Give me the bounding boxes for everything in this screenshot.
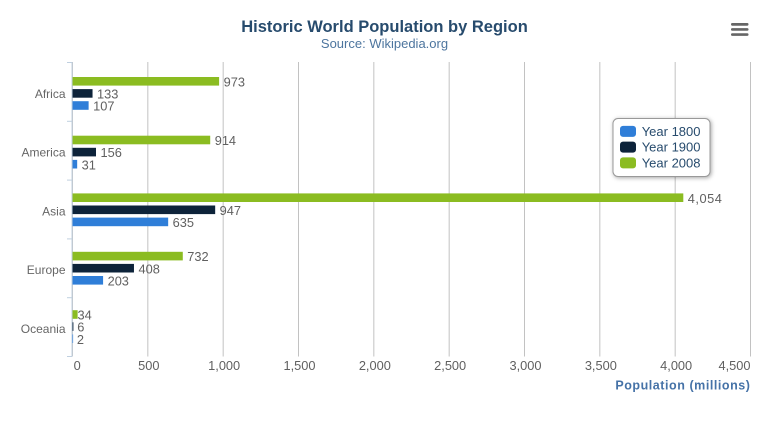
- svg-text:4,000: 4,000: [660, 358, 692, 373]
- svg-text:Year 1800: Year 1800: [642, 124, 701, 139]
- svg-text:2: 2: [77, 332, 84, 347]
- svg-text:Year 2008: Year 2008: [642, 155, 701, 170]
- svg-text:973: 973: [224, 74, 245, 89]
- svg-text:0: 0: [74, 358, 81, 373]
- svg-text:133: 133: [97, 87, 118, 102]
- svg-text:34: 34: [78, 308, 92, 323]
- svg-text:3,000: 3,000: [509, 358, 541, 373]
- svg-text:31: 31: [82, 157, 96, 172]
- svg-text:6: 6: [77, 320, 84, 335]
- svg-text:156: 156: [101, 145, 122, 160]
- svg-text:Source: Wikipedia.org: Source: Wikipedia.org: [321, 36, 448, 51]
- svg-text:3,500: 3,500: [585, 358, 617, 373]
- svg-text:Oceania: Oceania: [21, 322, 66, 336]
- svg-text:2,500: 2,500: [434, 358, 466, 373]
- svg-text:1,000: 1,000: [208, 358, 240, 373]
- svg-text:4,500: 4,500: [718, 358, 750, 373]
- svg-text:408: 408: [138, 261, 159, 276]
- svg-text:Population (millions): Population (millions): [615, 379, 750, 393]
- svg-text:1,500: 1,500: [283, 358, 315, 373]
- svg-text:Africa: Africa: [35, 87, 66, 101]
- svg-text:2,000: 2,000: [359, 358, 391, 373]
- svg-text:203: 203: [108, 273, 129, 288]
- svg-text:Historic World Population by R: Historic World Population by Region: [241, 18, 528, 36]
- svg-text:4,054: 4,054: [688, 191, 723, 206]
- svg-text:635: 635: [173, 215, 194, 230]
- svg-text:America: America: [21, 146, 65, 160]
- svg-text:500: 500: [138, 358, 159, 373]
- svg-text:947: 947: [220, 203, 241, 218]
- svg-text:Year 1900: Year 1900: [642, 140, 701, 155]
- svg-text:Asia: Asia: [42, 204, 66, 218]
- svg-text:107: 107: [93, 99, 114, 114]
- svg-text:732: 732: [187, 249, 208, 264]
- svg-text:Europe: Europe: [27, 263, 66, 277]
- svg-text:914: 914: [215, 133, 236, 148]
